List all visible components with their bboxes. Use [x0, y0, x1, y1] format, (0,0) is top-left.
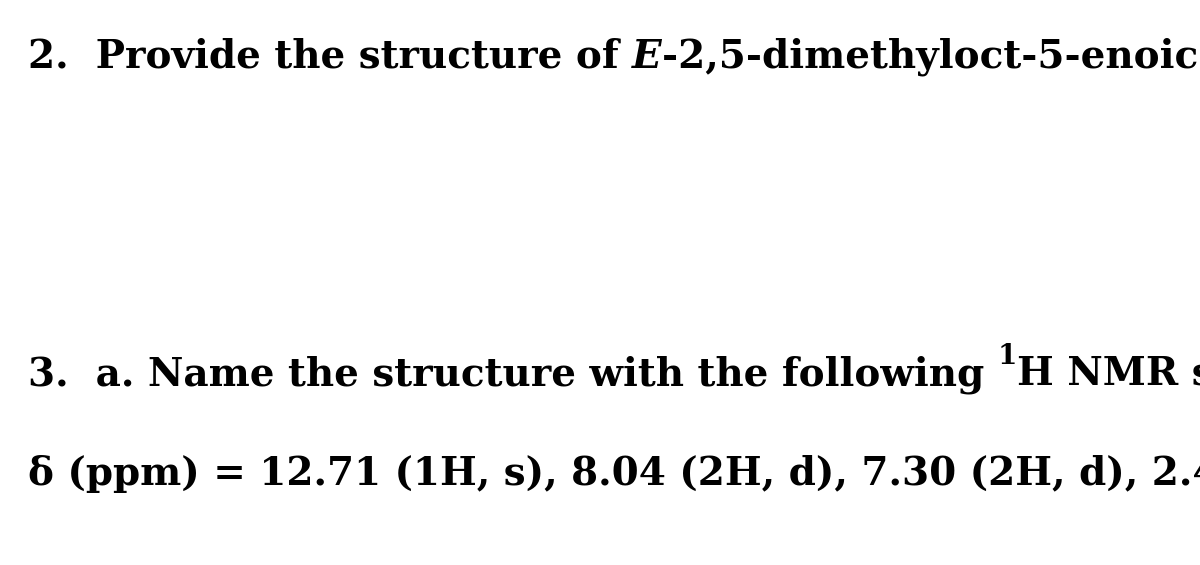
Text: δ (ppm) = 12.71 (1H, s), 8.04 (2H, d), 7.30 (2H, d), 2.41 (3H, s): δ (ppm) = 12.71 (1H, s), 8.04 (2H, d), 7…: [28, 455, 1200, 493]
Text: -2,5-dimethyloct-5-enoic acid.: -2,5-dimethyloct-5-enoic acid.: [661, 38, 1200, 76]
Text: E: E: [632, 38, 661, 76]
Text: 1: 1: [997, 343, 1018, 370]
Text: 2.  Provide the structure of: 2. Provide the structure of: [28, 38, 632, 76]
Text: H NMR spectrum.: H NMR spectrum.: [1018, 355, 1200, 393]
Text: 3.  a. Name the structure with the following: 3. a. Name the structure with the follow…: [28, 355, 997, 393]
